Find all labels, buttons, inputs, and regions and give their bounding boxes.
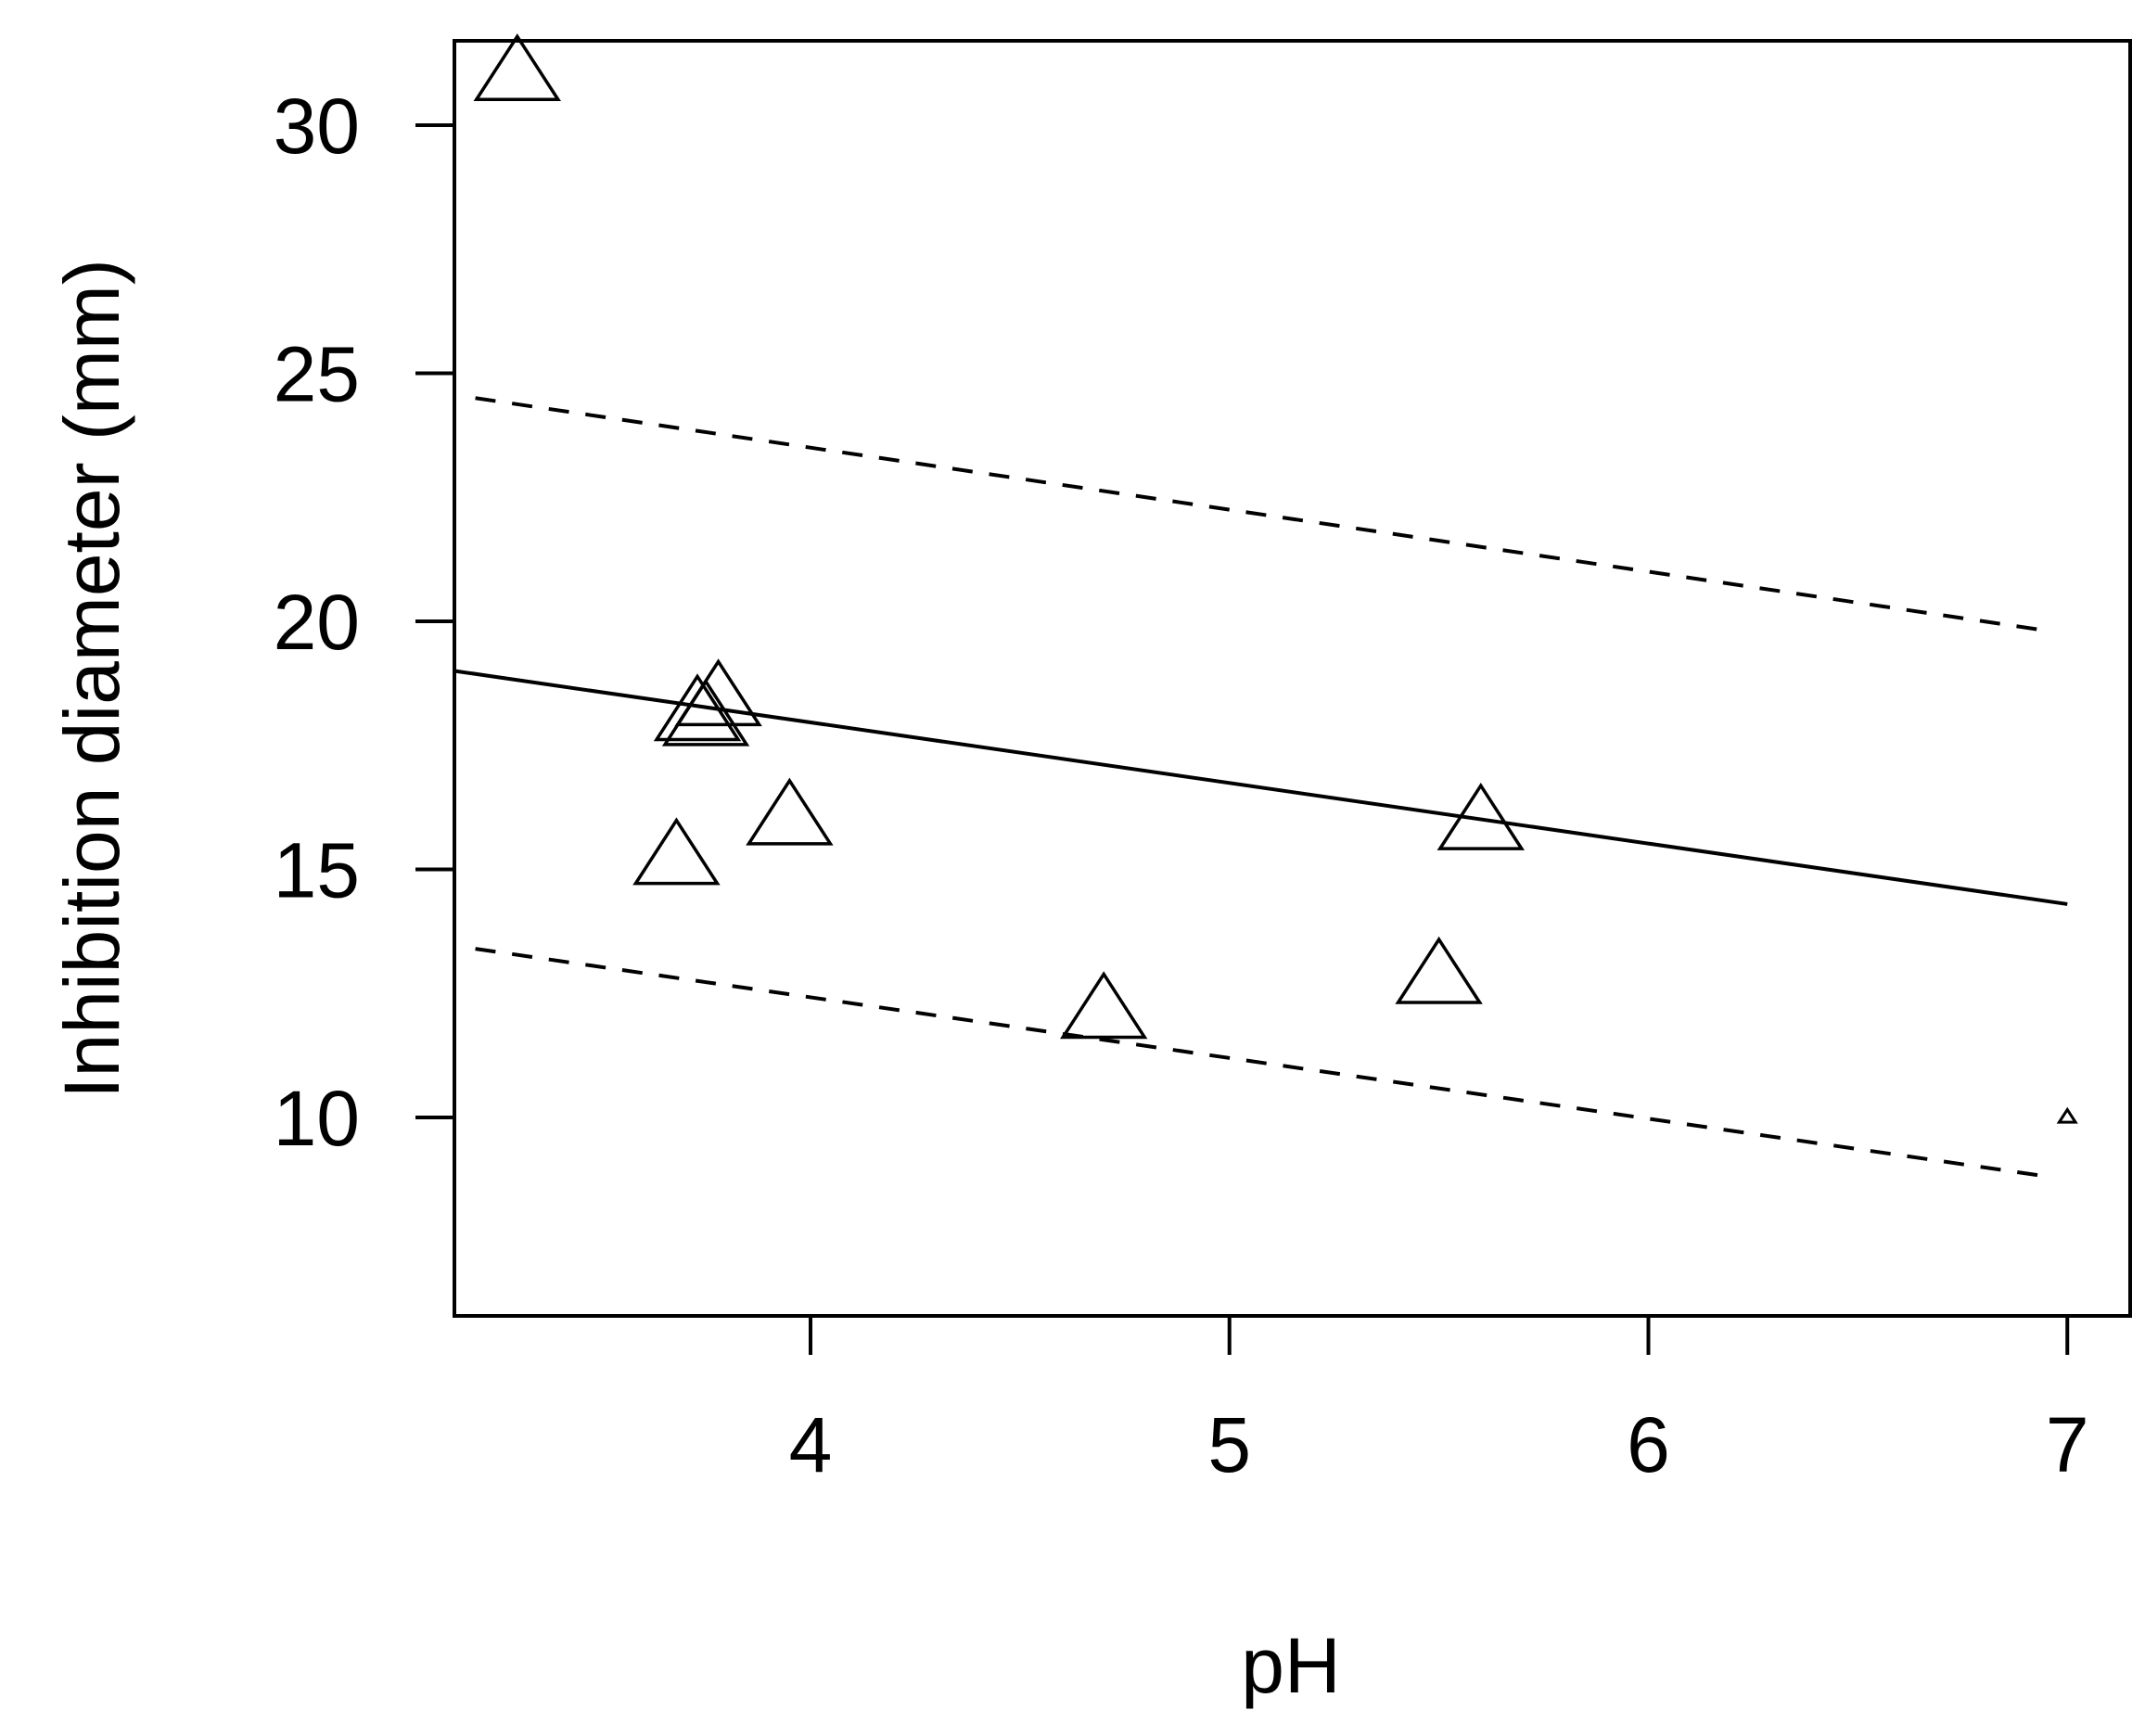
y-tick-label: 25 — [274, 330, 360, 417]
data-point — [632, 817, 721, 886]
x-tick-label: 7 — [2046, 1401, 2089, 1488]
y-tick-label: 30 — [274, 83, 360, 170]
y-axis: 10 15 20 25 30 — [274, 83, 454, 1162]
x-axis: 4 5 6 7 — [789, 1316, 2089, 1488]
data-point — [1059, 971, 1148, 1040]
x-tick-label: 6 — [1627, 1401, 1670, 1488]
fit-lines — [453, 396, 2068, 1180]
x-tick-label: 5 — [1207, 1401, 1251, 1488]
data-point — [653, 673, 742, 742]
y-axis-title: Inhibition diameter (mm) — [48, 259, 135, 1099]
x-axis-title: pH — [1241, 1622, 1340, 1709]
y-tick-label: 10 — [274, 1075, 360, 1162]
data-point — [746, 777, 834, 846]
y-tick-label: 15 — [274, 826, 360, 913]
x-tick-label: 4 — [789, 1401, 833, 1488]
y-tick-label: 20 — [274, 579, 360, 666]
fit-line — [453, 669, 2068, 906]
data-point — [1436, 782, 1526, 850]
data-point — [2056, 1106, 2078, 1124]
data-point — [674, 658, 762, 727]
interval-line-1 — [475, 396, 2051, 633]
plot-frame — [453, 39, 2132, 1318]
interval-line-2 — [475, 947, 2051, 1180]
data-point — [473, 33, 561, 102]
data-point — [1395, 936, 1483, 1004]
data-points — [473, 33, 2078, 1124]
